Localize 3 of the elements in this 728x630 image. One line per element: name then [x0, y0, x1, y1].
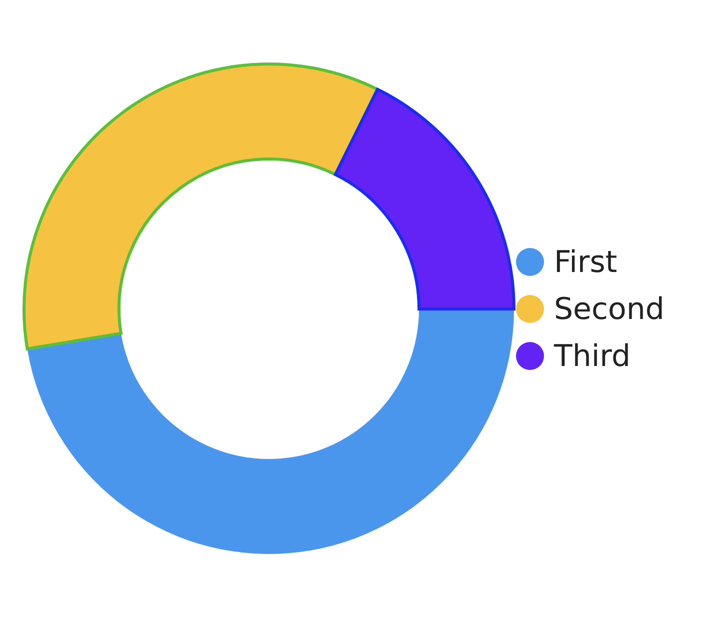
legend-label: Second — [554, 292, 664, 327]
legend-label: Third — [553, 339, 631, 374]
legend-label: First — [554, 245, 618, 280]
